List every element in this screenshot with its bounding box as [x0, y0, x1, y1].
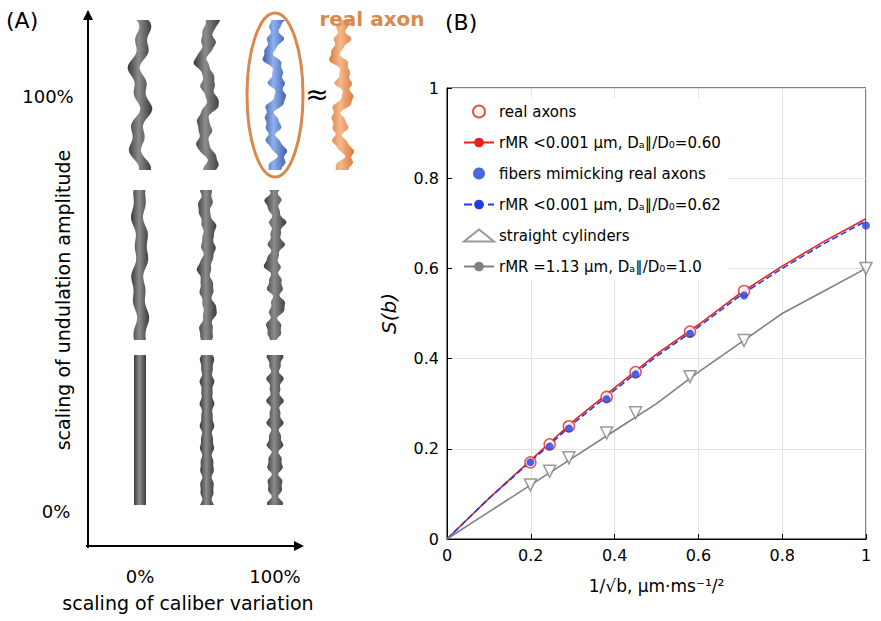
svg-text:0%: 0% [42, 501, 71, 522]
svg-text:0.4: 0.4 [602, 546, 627, 565]
svg-text:0.8: 0.8 [414, 169, 439, 188]
svg-text:0%: 0% [126, 566, 155, 587]
svg-text:0.6: 0.6 [414, 259, 439, 278]
svg-text:real axons: real axons [499, 103, 576, 121]
svg-text:0.2: 0.2 [414, 439, 439, 458]
svg-text:1: 1 [861, 546, 871, 565]
svg-text:100%: 100% [249, 566, 300, 587]
svg-text:fibers mimicking real axons: fibers mimicking real axons [499, 165, 706, 183]
svg-text:1: 1 [429, 79, 439, 98]
svg-text:0: 0 [442, 546, 452, 565]
svg-text:S(b): S(b) [377, 293, 401, 334]
svg-text:real axon: real axon [319, 7, 424, 31]
svg-text:rMR =1.13 μm, Dₐ∥/D₀=1.0: rMR =1.13 μm, Dₐ∥/D₀=1.0 [499, 258, 702, 276]
svg-text:0.2: 0.2 [518, 546, 543, 565]
svg-text:≈: ≈ [305, 78, 328, 111]
svg-text:100%: 100% [22, 86, 73, 107]
svg-text:scaling of undulation amplitud: scaling of undulation amplitude [52, 150, 74, 451]
svg-text:scaling of caliber variation: scaling of caliber variation [62, 592, 313, 614]
svg-text:1/√b, μm·ms⁻¹/²: 1/√b, μm·ms⁻¹/² [589, 576, 725, 596]
svg-text:0: 0 [429, 530, 439, 549]
svg-text:rMR <0.001 μm, Dₐ∥/D₀=0.60: rMR <0.001 μm, Dₐ∥/D₀=0.60 [499, 134, 721, 152]
svg-text:(B): (B) [445, 10, 477, 35]
svg-text:straight cylinders: straight cylinders [499, 227, 630, 245]
svg-text:0.8: 0.8 [769, 546, 794, 565]
svg-text:0.6: 0.6 [686, 546, 711, 565]
svg-text:(A): (A) [6, 8, 38, 33]
svg-text:rMR <0.001 μm, Dₐ∥/D₀=0.62: rMR <0.001 μm, Dₐ∥/D₀=0.62 [499, 196, 721, 214]
svg-text:0.4: 0.4 [414, 349, 439, 368]
